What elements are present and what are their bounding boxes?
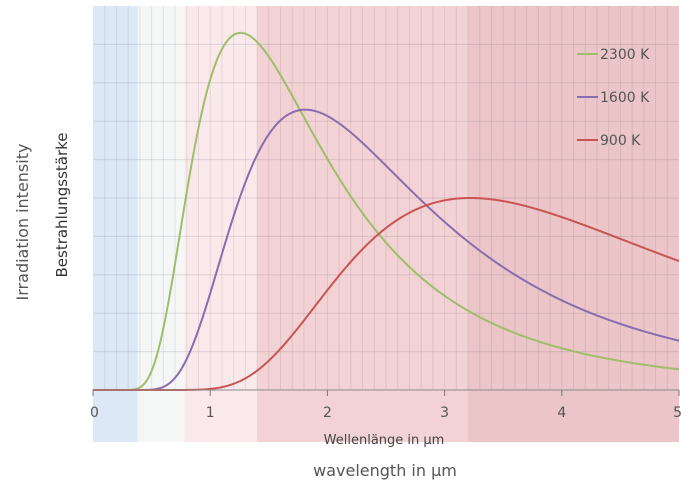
spectral-band-1	[137, 6, 185, 442]
legend-label: 1600 K	[600, 90, 650, 106]
x-axis: 0 1 2 3 4 5	[90, 389, 682, 421]
x-tick-label: 0	[90, 405, 99, 421]
x-axis-label-secondary: wavelength in µm	[313, 461, 457, 480]
spectral-band-4	[468, 6, 679, 442]
spectral-band-3	[257, 6, 469, 442]
y-axis-label-secondary: Irradiation intensity	[13, 144, 32, 301]
y-axis-label: Bestrahlungsstärke	[53, 132, 71, 277]
legend-label: 2300 K	[600, 47, 650, 63]
legend-label: 900 K	[600, 133, 641, 149]
x-tick-label: 2	[323, 405, 332, 421]
spectral-bands	[93, 6, 679, 442]
x-tick-label: 4	[557, 405, 566, 421]
series-line-1	[93, 108, 680, 391]
spectral-band-0	[93, 6, 138, 442]
series-line-0	[93, 31, 680, 391]
x-tick-label: 3	[440, 405, 449, 421]
grid	[93, 6, 679, 390]
spectral-band-2	[184, 6, 258, 442]
legend: 2300 K 1600 K 900 K	[577, 47, 650, 149]
x-axis-label: Wellenlänge in µm	[324, 433, 445, 448]
x-tick-label: 5	[673, 405, 682, 421]
x-tick-label: 1	[206, 405, 215, 421]
